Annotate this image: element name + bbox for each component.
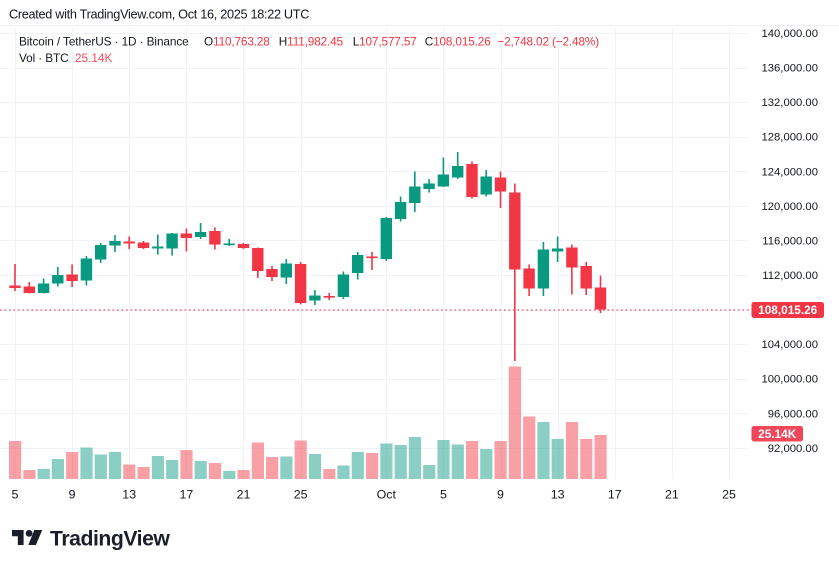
svg-text:92,000.00: 92,000.00: [768, 443, 818, 455]
svg-text:17: 17: [180, 487, 194, 501]
svg-text:13: 13: [551, 487, 565, 501]
svg-text:128,000.00: 128,000.00: [761, 132, 818, 144]
svg-text:−2,748.02 (−2.48%): −2,748.02 (−2.48%): [497, 34, 599, 48]
svg-text:C108,015.26: C108,015.26: [425, 34, 492, 48]
svg-text:L107,577.57: L107,577.57: [353, 34, 417, 48]
svg-text:O110,763.28: O110,763.28: [204, 34, 270, 48]
svg-text:9: 9: [497, 487, 504, 501]
svg-text:116,000.00: 116,000.00: [762, 235, 818, 247]
svg-text:25.14K: 25.14K: [758, 427, 797, 441]
svg-text:132,000.00: 132,000.00: [761, 97, 818, 109]
svg-text:25.14K: 25.14K: [75, 51, 113, 65]
svg-text:136,000.00: 136,000.00: [761, 63, 818, 75]
svg-text:25: 25: [722, 487, 736, 501]
svg-text:108,015.26: 108,015.26: [758, 303, 817, 317]
svg-text:5: 5: [12, 487, 19, 501]
svg-text:112,000.00: 112,000.00: [762, 270, 818, 282]
svg-text:Oct: Oct: [377, 487, 397, 501]
svg-text:96,000.00: 96,000.00: [768, 408, 818, 420]
svg-text:TradingView: TradingView: [50, 528, 170, 551]
svg-text:140,000.00: 140,000.00: [761, 28, 818, 40]
svg-text:21: 21: [665, 487, 679, 501]
svg-text:25: 25: [294, 487, 308, 501]
svg-text:9: 9: [69, 487, 76, 501]
svg-text:H111,982.45: H111,982.45: [279, 34, 344, 48]
svg-text:104,000.00: 104,000.00: [761, 339, 818, 351]
svg-text:124,000.00: 124,000.00: [761, 166, 818, 178]
svg-text:120,000.00: 120,000.00: [761, 201, 818, 213]
svg-text:5: 5: [440, 487, 447, 501]
svg-text:13: 13: [122, 487, 136, 501]
svg-text:21: 21: [237, 487, 251, 501]
svg-text:Created with TradingView.com,: Created with TradingView.com, Oct 16, 20…: [9, 8, 309, 22]
svg-text:Bitcoin / TetherUS · 1D · Bina: Bitcoin / TetherUS · 1D · Binance: [19, 34, 189, 48]
svg-text:Vol · BTC: Vol · BTC: [19, 51, 69, 65]
svg-text:17: 17: [608, 487, 622, 501]
svg-text:100,000.00: 100,000.00: [761, 374, 818, 386]
